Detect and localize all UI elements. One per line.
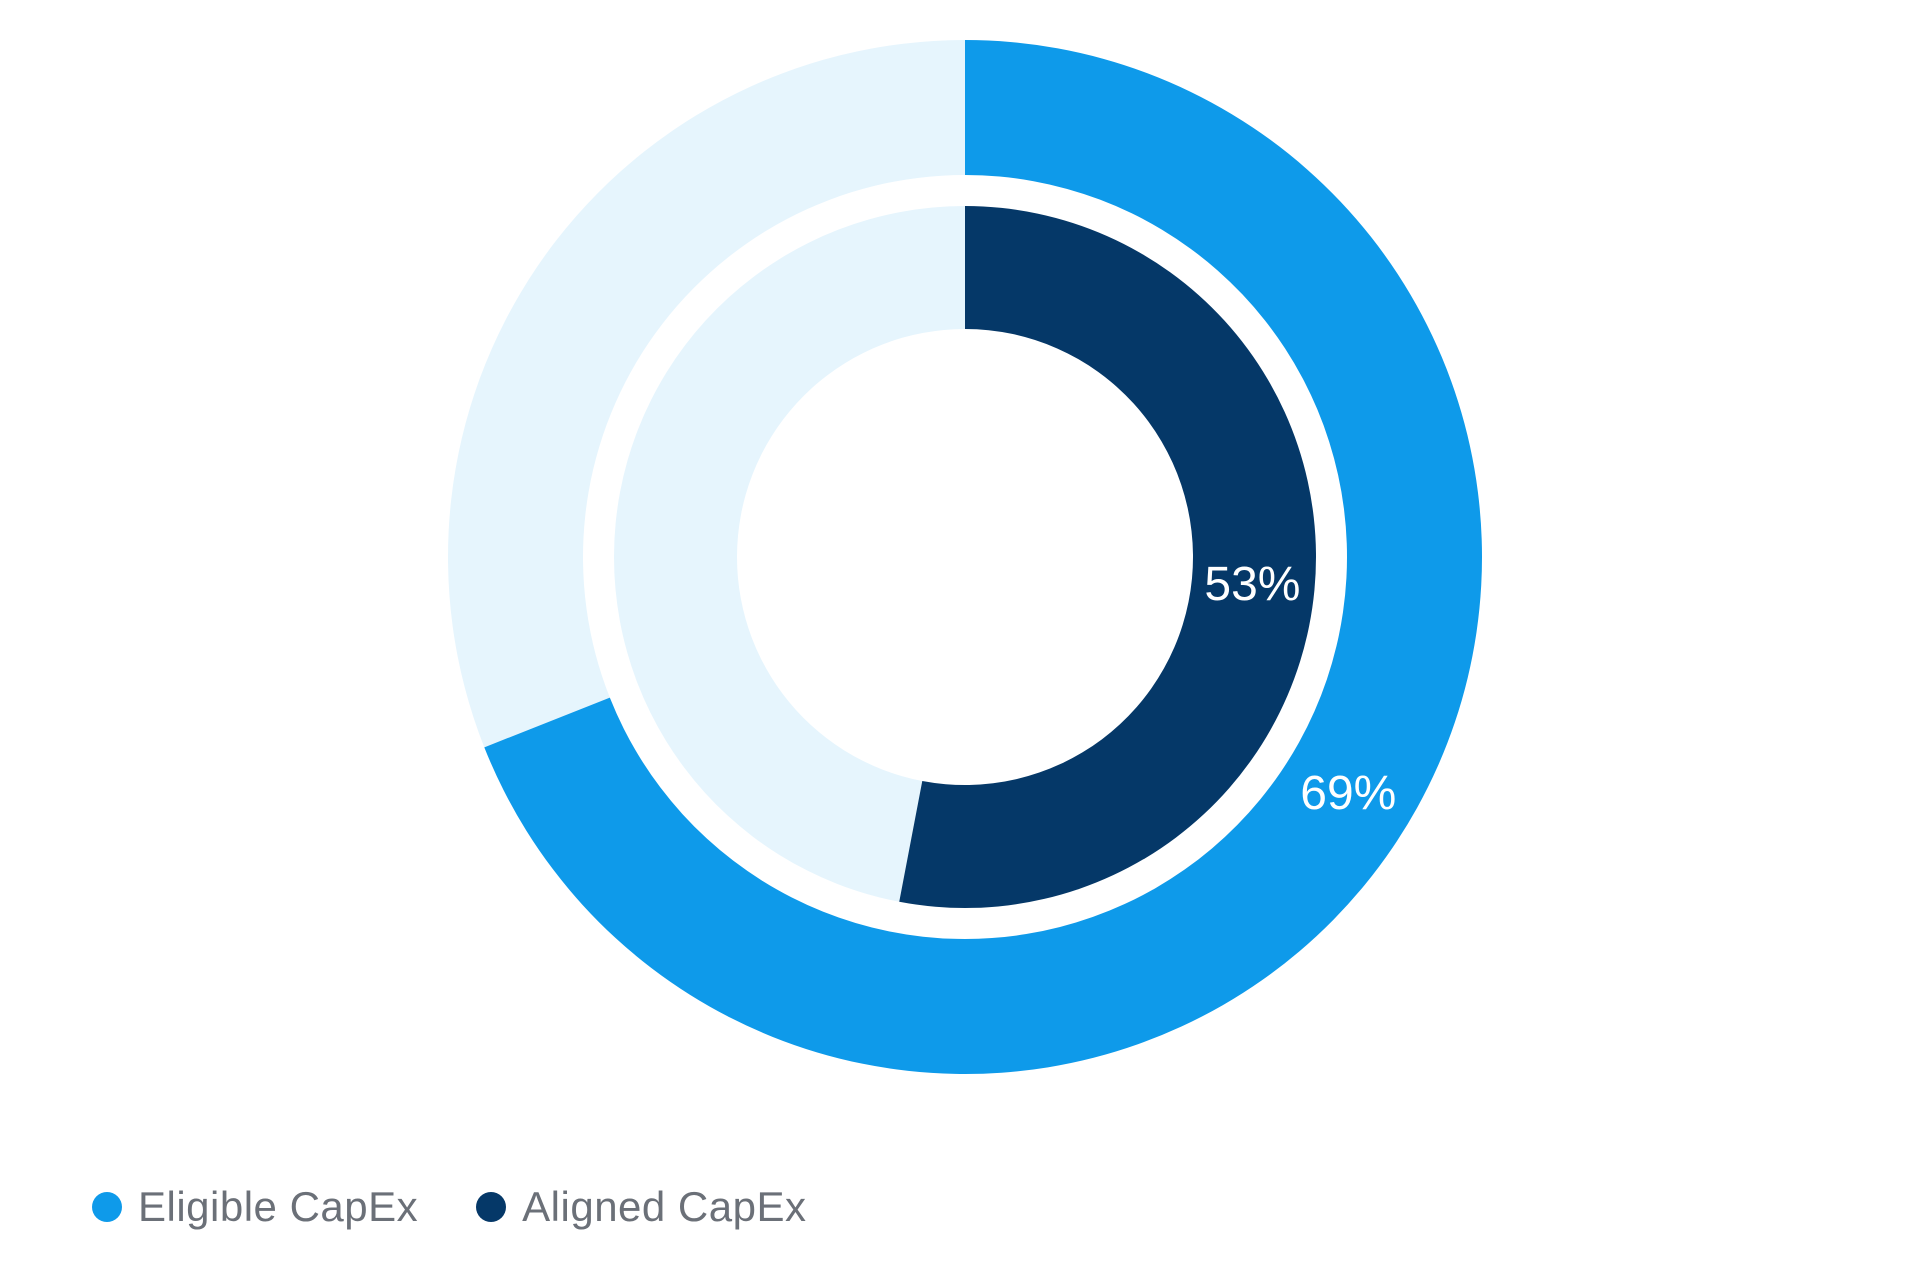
legend-label-aligned: Aligned CapEx [522, 1183, 807, 1230]
chart-legend: Eligible CapEx Aligned CapEx [92, 1177, 865, 1237]
slice-remainder-eligible [448, 40, 965, 748]
legend-item-eligible: Eligible CapEx [92, 1183, 418, 1231]
legend-dot-aligned-icon [476, 1192, 507, 1222]
legend-item-aligned: Aligned CapEx [476, 1183, 806, 1231]
slice-remainder-aligned [613, 206, 965, 902]
data-label-aligned: 53% [1204, 558, 1300, 611]
legend-label-eligible: Eligible CapEx [138, 1183, 419, 1230]
slice-aligned [899, 206, 1316, 908]
legend-dot-eligible-icon [92, 1192, 122, 1222]
data-label-eligible: 69% [1300, 767, 1396, 820]
